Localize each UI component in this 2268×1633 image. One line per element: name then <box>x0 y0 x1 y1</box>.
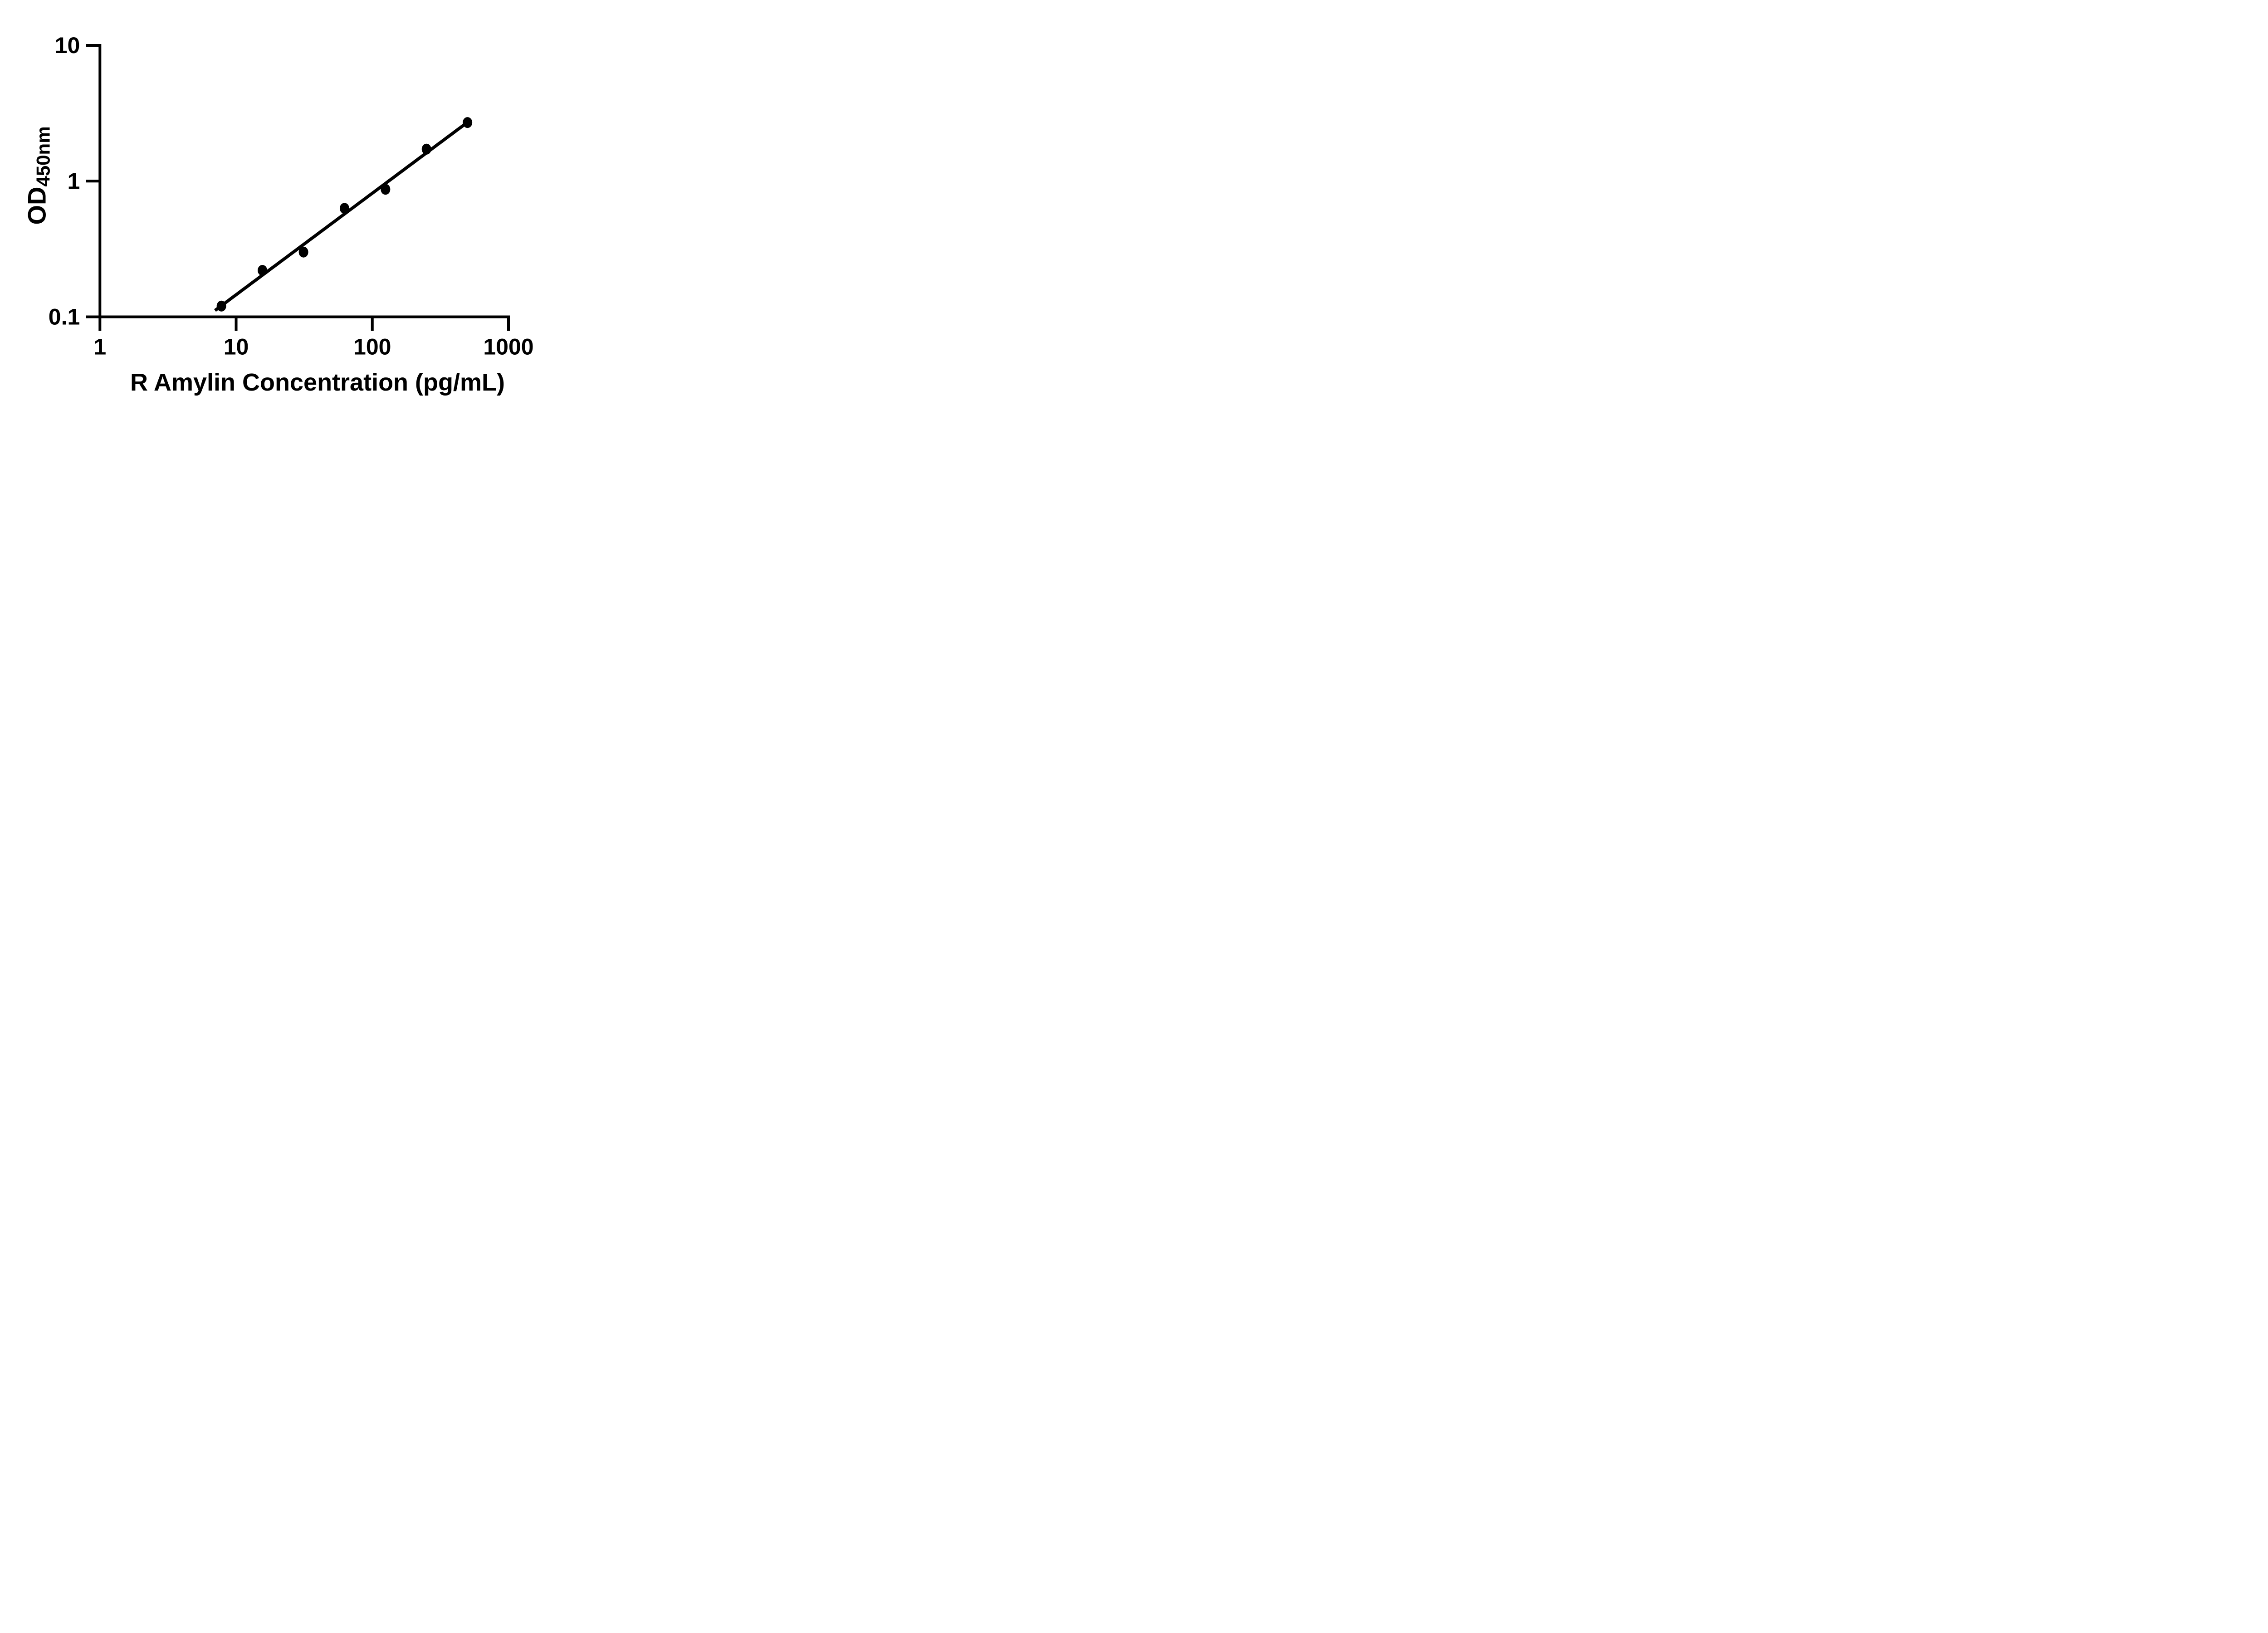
x-tick-label-1: 1 <box>93 334 106 360</box>
data-point-250 <box>421 143 431 155</box>
y-tick-label-1: 1 <box>67 168 80 194</box>
y-tick-label-10: 10 <box>55 33 80 58</box>
x-tick-label-100: 100 <box>353 334 391 360</box>
y-axis-title-main: OD <box>22 186 51 225</box>
data-point-15.6 <box>258 265 268 276</box>
x-tick-label-10: 10 <box>224 334 249 360</box>
y-axis-title-subscript: 450nm <box>32 126 54 187</box>
data-point-31.25 <box>298 246 308 258</box>
y-tick-label-0.1: 0.1 <box>49 304 80 330</box>
data-point-7.8 <box>216 300 226 312</box>
x-tick-label-1000: 1000 <box>483 334 533 360</box>
data-point-125 <box>381 184 391 195</box>
data-point-62.5 <box>339 203 349 214</box>
plot-canvas: 0.1 1 10 1 10 100 1000 <box>49 33 534 360</box>
y-axis-title: OD450nm <box>22 127 54 225</box>
axes <box>86 44 510 331</box>
data-point-500 <box>463 117 473 128</box>
x-axis-title: R Amylin Concentration (pg/mL) <box>130 369 505 396</box>
elisa-standard-curve-figure: 0.1 1 10 1 10 100 1000 OD450nm R Amylin Concen… <box>0 0 571 408</box>
